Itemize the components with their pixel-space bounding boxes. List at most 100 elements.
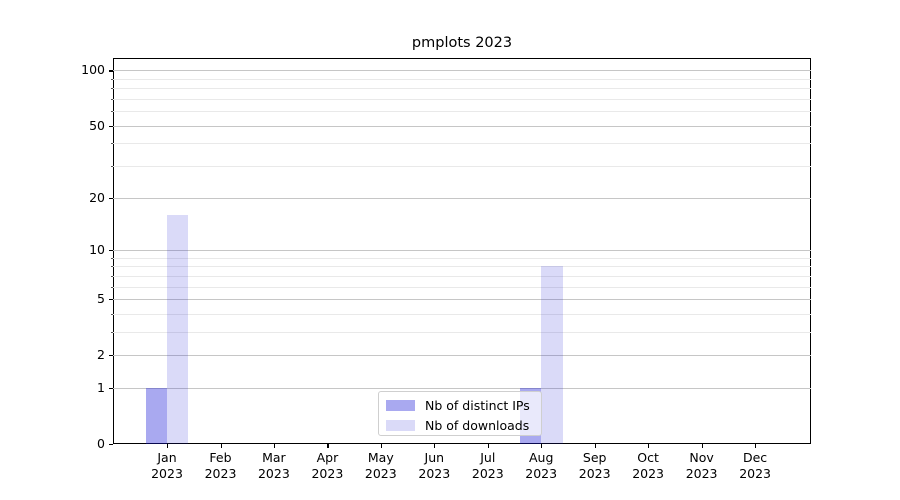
major-gridline xyxy=(113,355,811,357)
minor-gridline xyxy=(113,98,811,100)
x-tick-year: 2023 xyxy=(739,465,771,481)
y-tick-label: 10 xyxy=(89,241,105,257)
minor-gridline xyxy=(113,166,811,167)
x-tick-label-jul: Jul 2023 xyxy=(456,450,520,481)
bar-nb-of-distinct-ips-jan xyxy=(145,387,167,444)
minor-gridline xyxy=(113,286,811,288)
y-tick-label: 50 xyxy=(89,117,105,133)
x-tick-month: Oct xyxy=(637,450,659,465)
x-tick-year: 2023 xyxy=(632,465,664,481)
y-minor-tick-mark xyxy=(111,313,113,315)
x-tick-year: 2023 xyxy=(151,465,183,481)
y-minor-tick-mark xyxy=(111,98,113,100)
minor-gridline xyxy=(113,257,811,259)
y-minor-tick-mark xyxy=(111,143,113,145)
x-tick-month: Jul xyxy=(480,450,496,465)
y-minor-tick-mark xyxy=(111,78,113,80)
x-tick-mark xyxy=(594,444,596,448)
y-minor-tick-mark xyxy=(111,111,113,113)
minor-gridline xyxy=(113,313,811,315)
y-tick-label: 20 xyxy=(89,189,105,205)
x-tick-year: 2023 xyxy=(525,465,558,481)
plot-area xyxy=(113,58,811,444)
x-tick-month: Jun xyxy=(424,450,445,465)
x-tick-month: Feb xyxy=(209,450,232,465)
legend-swatch-distinct-ips xyxy=(386,399,415,411)
major-gridline xyxy=(113,387,811,389)
minor-gridline xyxy=(113,331,811,333)
y-tick-label: 0 xyxy=(97,436,105,451)
x-tick-month: May xyxy=(367,450,394,465)
bar-nb-of-downloads-aug xyxy=(541,266,563,444)
x-tick-month: Aug xyxy=(528,450,554,465)
x-tick-year: 2023 xyxy=(418,465,451,481)
y-tick-mark xyxy=(109,249,113,252)
x-tick-mark xyxy=(273,444,276,448)
y-minor-tick-mark xyxy=(111,286,113,288)
x-tick-year: 2023 xyxy=(578,465,611,481)
y-tick-label: 100 xyxy=(81,62,105,78)
minor-gridline xyxy=(113,275,811,277)
y-minor-tick-mark xyxy=(111,331,113,333)
minor-gridline xyxy=(113,143,811,145)
y-tick-label: 5 xyxy=(97,291,105,306)
x-tick-month: Sep xyxy=(582,450,607,465)
y-minor-tick-mark xyxy=(111,88,113,90)
x-tick-label-apr: Apr 2023 xyxy=(295,450,359,481)
x-tick-year: 2023 xyxy=(311,465,344,481)
y-minor-tick-mark xyxy=(111,266,113,268)
major-gridline xyxy=(113,249,811,251)
x-tick-mark xyxy=(541,444,543,448)
minor-gridline xyxy=(113,111,811,113)
x-tick-mark xyxy=(701,444,703,448)
major-gridline xyxy=(113,299,811,300)
y-tick-mark xyxy=(109,125,113,127)
major-gridline xyxy=(113,70,811,72)
x-tick-year: 2023 xyxy=(257,465,290,481)
minor-gridline xyxy=(113,266,811,268)
x-tick-year: 2023 xyxy=(364,465,397,481)
x-tick-label-may: May 2023 xyxy=(349,450,413,481)
x-tick-mark xyxy=(167,444,169,448)
x-tick-month: Nov xyxy=(689,450,714,465)
x-tick-mark xyxy=(755,444,757,448)
minor-gridline xyxy=(113,78,811,80)
x-tick-month: Apr xyxy=(316,450,339,465)
y-tick-mark xyxy=(109,444,113,446)
legend-label-downloads: Nb of downloads xyxy=(425,417,530,433)
x-tick-year: 2023 xyxy=(204,465,237,481)
legend-swatch-downloads xyxy=(386,419,415,431)
x-tick-mark xyxy=(327,444,329,448)
x-tick-mark xyxy=(487,444,489,448)
legend: Nb of distinct IPs Nb of downloads xyxy=(378,391,542,436)
x-tick-label-sep: Sep 2023 xyxy=(563,450,627,481)
y-tick-mark xyxy=(109,299,113,301)
x-tick-label-oct: Oct 2023 xyxy=(616,450,680,481)
major-gridline xyxy=(113,197,811,199)
y-tick-mark xyxy=(109,70,113,72)
x-tick-month: Mar xyxy=(262,450,286,465)
x-tick-label-jun: Jun 2023 xyxy=(402,450,466,481)
y-minor-tick-mark xyxy=(111,166,113,167)
x-tick-mark xyxy=(648,444,650,448)
legend-row-distinct-ips: Nb of distinct IPs xyxy=(386,395,541,415)
x-tick-label-dec: Dec 2023 xyxy=(723,450,787,481)
x-tick-month: Dec xyxy=(742,450,768,465)
x-tick-mark xyxy=(434,444,436,448)
y-tick-mark xyxy=(109,355,113,357)
bar-nb-of-downloads-jan xyxy=(167,214,189,444)
major-gridline xyxy=(113,125,811,127)
x-tick-label-aug: Aug 2023 xyxy=(509,450,573,481)
legend-row-downloads: Nb of downloads xyxy=(386,415,541,435)
y-minor-tick-mark xyxy=(111,275,113,277)
y-minor-tick-mark xyxy=(111,257,113,259)
x-tick-label-feb: Feb 2023 xyxy=(189,450,253,481)
x-tick-mark xyxy=(220,444,222,448)
y-tick-label: 2 xyxy=(97,347,105,363)
x-tick-label-jan: Jan 2023 xyxy=(135,450,199,481)
x-tick-label-nov: Nov 2023 xyxy=(670,450,734,481)
y-tick-mark xyxy=(109,197,113,199)
x-tick-label-mar: Mar 2023 xyxy=(242,450,306,481)
minor-gridline xyxy=(113,88,811,90)
